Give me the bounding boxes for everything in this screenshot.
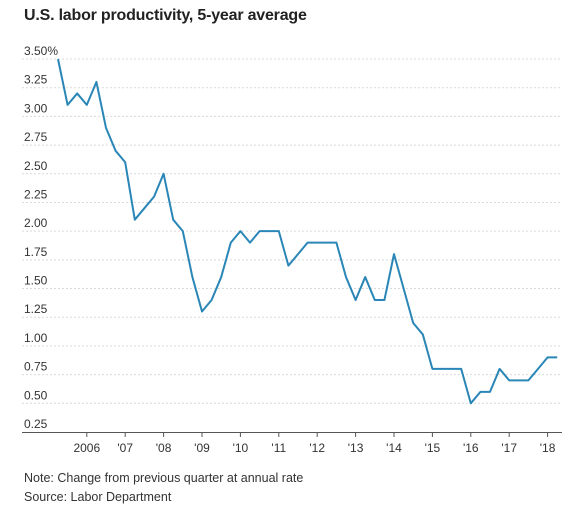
y-tick-label: 2.25 xyxy=(24,187,48,201)
x-tick-label: '16 xyxy=(463,441,479,455)
x-tick-label: '08 xyxy=(156,441,172,455)
y-tick-label: 2.50 xyxy=(24,159,48,173)
x-tick-label: '07 xyxy=(117,441,133,455)
y-tick-label: 3.00 xyxy=(24,101,48,115)
x-tick-label: '10 xyxy=(233,441,249,455)
x-tick-label: 2006 xyxy=(73,441,100,455)
x-tick-label: '13 xyxy=(348,441,364,455)
y-axis-labels: 0.25 0.50 0.75 1.00 1.25 1.50 1.75 2.00 2.25 2.50… xyxy=(24,44,58,431)
x-tick-label: '12 xyxy=(309,441,325,455)
x-axis: 2006 '07 '08 '09 '10 '11 '12 '13 '14 '15 '16 '17 '18 xyxy=(22,432,562,455)
y-tick-label: 1.75 xyxy=(24,245,48,259)
y-tick-label: 3.25 xyxy=(24,73,48,87)
x-tick-label: '15 xyxy=(425,441,441,455)
y-tick-label: 0.50 xyxy=(24,388,48,402)
chart-note: Note: Change from previous quarter at an… xyxy=(24,471,304,485)
y-tick-label: 0.25 xyxy=(24,417,48,431)
chart-title: U.S. labor productivity, 5-year average xyxy=(24,7,307,24)
y-tick-label: 2.00 xyxy=(24,216,48,230)
y-tick-label: 1.00 xyxy=(24,331,48,345)
x-tick-label: '09 xyxy=(194,441,210,455)
y-tick-label: 1.50 xyxy=(24,274,48,288)
series-line-productivity xyxy=(57,58,558,405)
series-layer xyxy=(57,58,558,405)
chart-source: Source: Labor Department xyxy=(24,490,172,504)
x-tick-label: '14 xyxy=(386,441,402,455)
y-tick-label: 1.25 xyxy=(24,302,48,316)
y-tick-label: 2.75 xyxy=(24,130,48,144)
x-tick-label: '17 xyxy=(501,441,517,455)
x-tick-label: '11 xyxy=(271,441,286,455)
x-tick-label: '18 xyxy=(540,441,556,455)
y-tick-label: 0.75 xyxy=(24,360,48,374)
line-chart: 0.25 0.50 0.75 1.00 1.25 1.50 1.75 2.00 2.25 2.50… xyxy=(22,44,562,455)
y-tick-label: 3.50% xyxy=(24,44,58,58)
gridlines xyxy=(22,58,562,404)
